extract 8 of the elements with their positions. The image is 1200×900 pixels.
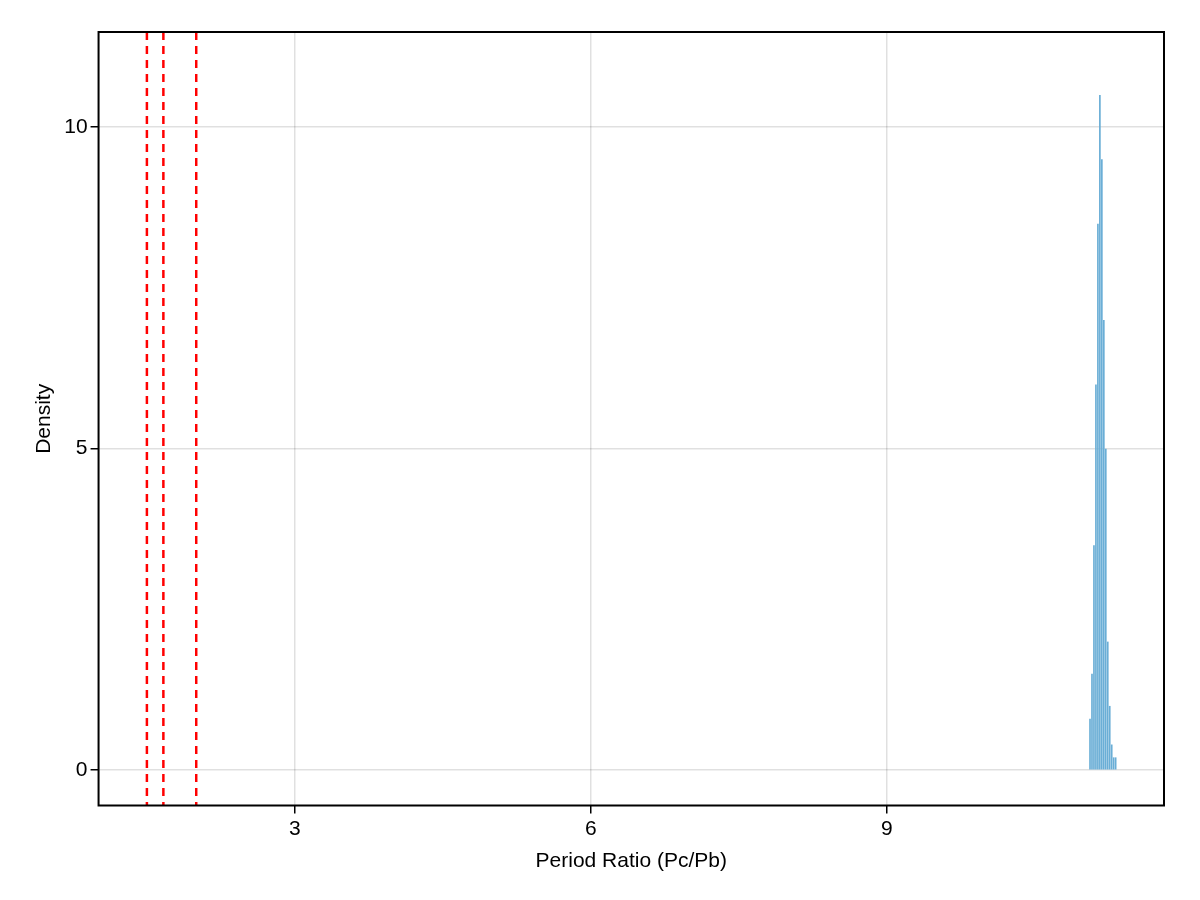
x-tick-label: 9	[880, 816, 893, 839]
y-tick-label: 5	[75, 435, 88, 459]
y-axis-title: Density	[31, 383, 55, 454]
y-tick-label: 0	[75, 757, 88, 781]
x-axis-title: Period Ratio (Pc/Pb)	[535, 848, 727, 872]
y-tick-label: 10	[64, 113, 88, 137]
x-tick-label: 6	[584, 816, 597, 839]
x-tick-label: 3	[289, 816, 301, 839]
